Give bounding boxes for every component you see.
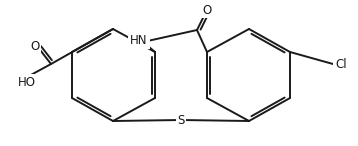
Text: Cl: Cl <box>335 58 347 71</box>
Text: HO: HO <box>18 75 36 88</box>
Text: HN: HN <box>130 34 148 47</box>
Text: O: O <box>30 40 40 53</box>
Text: S: S <box>177 113 185 126</box>
Text: O: O <box>202 4 212 16</box>
